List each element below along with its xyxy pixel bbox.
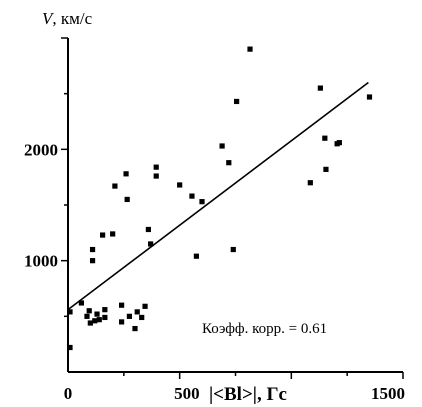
data-point (323, 166, 329, 172)
data-point (84, 313, 90, 319)
data-point (307, 180, 313, 186)
x-tick-label: 0 (64, 384, 73, 403)
data-point (139, 314, 145, 321)
data-point (322, 135, 328, 141)
regression-line (67, 81, 369, 311)
data-point (148, 241, 154, 247)
data-point (153, 164, 159, 170)
data-point (86, 308, 92, 314)
x-axis-title: |<Bl>|, Гс (209, 384, 287, 405)
data-point (177, 182, 183, 188)
data-point (230, 246, 236, 253)
data-point (89, 258, 96, 264)
data-point (119, 302, 125, 308)
data-point (112, 183, 118, 189)
data-points (67, 46, 373, 351)
data-point (67, 309, 73, 315)
y-tick-label: 1000 (24, 252, 58, 271)
data-point (336, 140, 342, 146)
data-point (193, 253, 200, 259)
data-point (134, 309, 140, 315)
data-point (317, 85, 323, 91)
data-point (247, 46, 253, 52)
data-point (100, 232, 106, 238)
y-axis-variable: V (42, 9, 55, 28)
data-point (124, 196, 130, 203)
data-point (142, 303, 148, 309)
data-point (126, 313, 133, 319)
y-tick-label: 2000 (24, 140, 58, 159)
data-point (366, 94, 373, 100)
data-point (123, 171, 129, 177)
svg-text:V, км/с: V, км/с (42, 9, 93, 28)
data-point (102, 307, 108, 313)
x-tick-label: 1500 (371, 384, 405, 403)
data-point (89, 246, 96, 253)
data-point (67, 344, 73, 351)
data-point (96, 317, 102, 323)
correlation-annotation: Коэфф. корр. = 0.61 (202, 321, 327, 337)
data-point (78, 300, 84, 306)
data-point (94, 311, 100, 317)
x-axis-ticks (123, 372, 404, 379)
data-point (226, 160, 232, 166)
data-point (145, 226, 151, 233)
data-point (189, 193, 195, 199)
y-axis-title: V, км/с (42, 9, 93, 28)
data-point (102, 314, 108, 321)
data-point (92, 318, 98, 324)
data-point (199, 199, 205, 205)
data-point (132, 325, 138, 332)
data-point (110, 231, 116, 237)
y-axis-ticks (61, 37, 68, 318)
y-axis-unit: , км/с (52, 9, 92, 28)
data-point (153, 173, 159, 179)
data-point (87, 320, 93, 326)
data-point (219, 143, 225, 149)
data-point (234, 98, 240, 105)
x-tick-label: 500 (174, 384, 200, 403)
data-point (119, 319, 125, 325)
